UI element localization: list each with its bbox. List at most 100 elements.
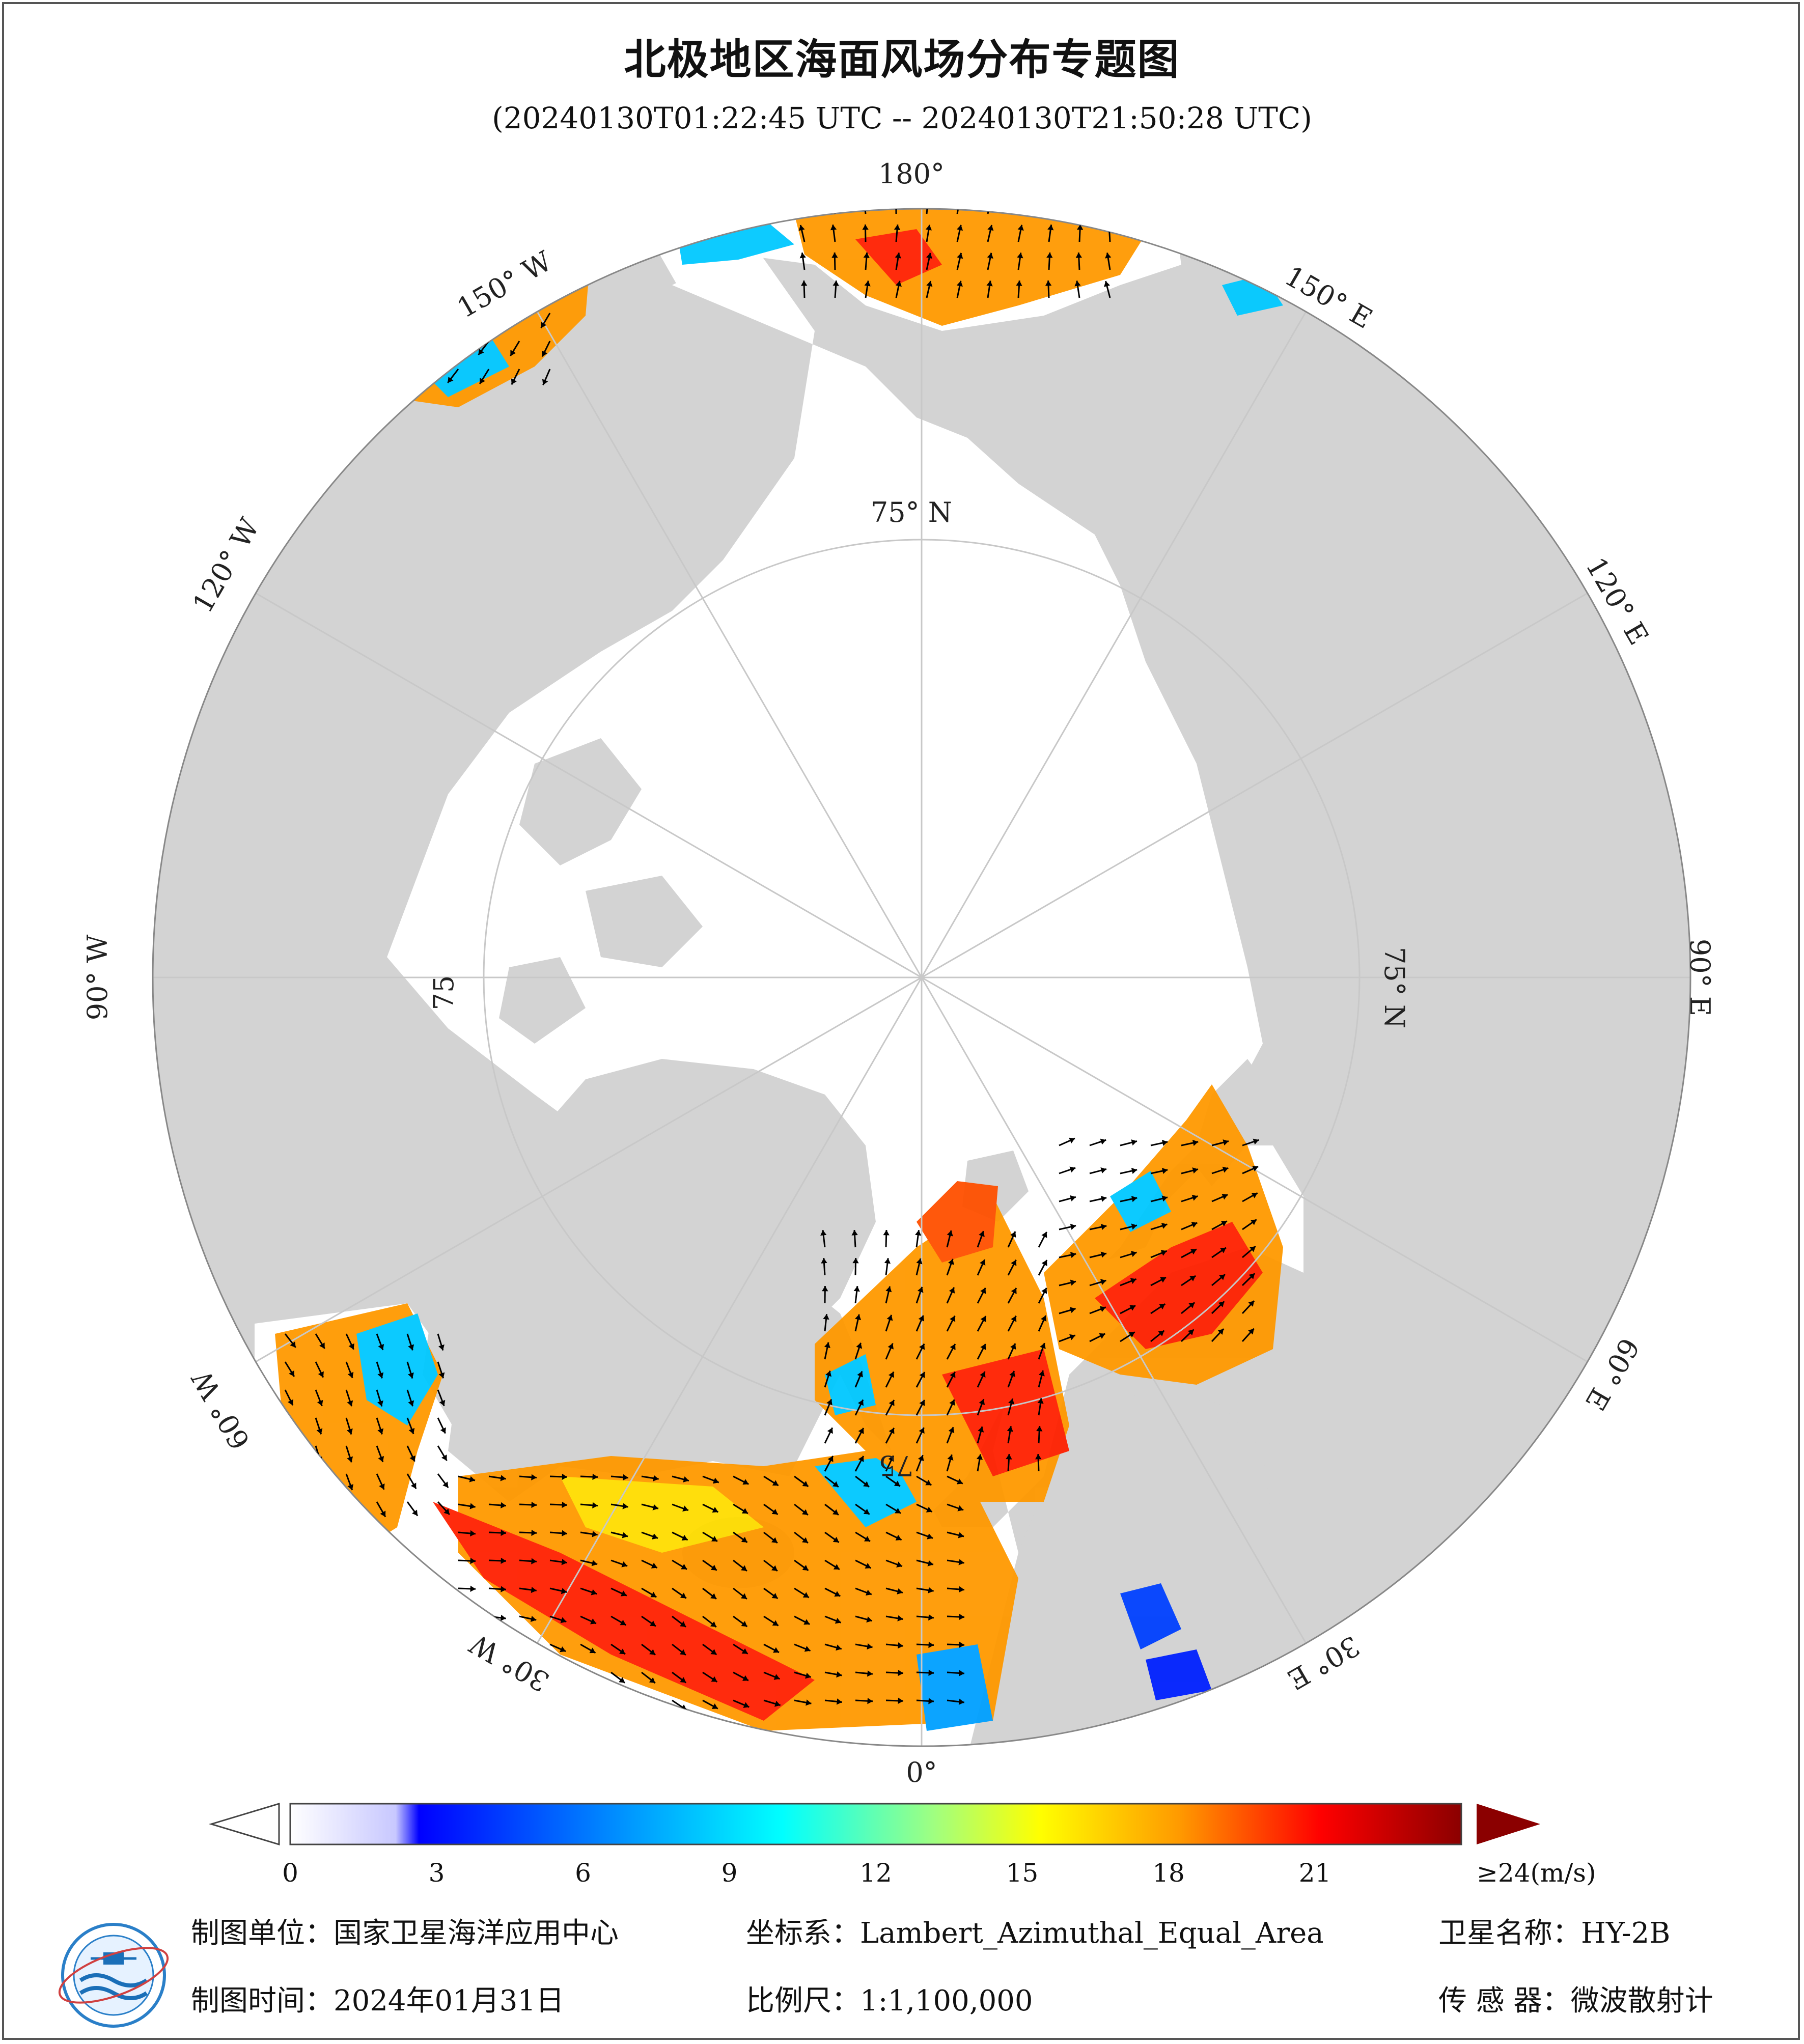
wind-arrow-head-71 <box>801 1509 808 1515</box>
wind-arrow-head-81 <box>592 1531 598 1537</box>
scandinavia <box>1018 1385 1273 1746</box>
wind-arrow-head-237 <box>857 1371 863 1378</box>
wind-arrow-head-313 <box>1159 1304 1165 1310</box>
wind-arrow-head-185 <box>649 1705 656 1711</box>
wind-arrow-head-390 <box>511 378 517 385</box>
wind-arrow-head-195 <box>958 1698 964 1705</box>
wind-arrow-head-7 <box>289 1370 294 1377</box>
wind-arrow-head-162 <box>469 1671 476 1678</box>
wind-arrow-head-13 <box>287 1399 294 1406</box>
wind-arrow-head-311 <box>1099 1306 1106 1312</box>
wind-arrow-head-63 <box>562 1501 567 1508</box>
scale-info: 比例尺：1:1,100,000 <box>746 1984 1033 2018</box>
wind-arrow-head-103 <box>741 1565 747 1571</box>
wind-arrow-head-99 <box>621 1561 628 1567</box>
wind-arrow-head-53 <box>772 1480 779 1486</box>
wind-arrow-head-42 <box>443 1508 450 1515</box>
wind-arrow-head-58 <box>925 1479 932 1486</box>
wind-arrow-head-310 <box>1070 1307 1076 1313</box>
wind-arrow-head-257 <box>978 1426 984 1433</box>
wind-arrow-head-159 <box>898 1642 903 1649</box>
wind-arrow-head-152 <box>679 1649 686 1655</box>
label-lon-180: 180° <box>878 158 945 190</box>
wind-arrow-head-176 <box>898 1669 903 1676</box>
wind-arrow-381 <box>446 340 459 354</box>
wind-arrow-head-93 <box>958 1532 964 1538</box>
wind-arrow-head-109 <box>927 1560 933 1566</box>
wind-arrow-head-337 <box>862 225 869 230</box>
wind-arrow-head-165 <box>559 1675 565 1682</box>
wind-arrow-head-329 <box>956 197 962 202</box>
wind-arrow-head-129 <box>500 1614 506 1621</box>
wind-arrow-head-41 <box>412 1509 418 1516</box>
wind-arrow-head-96 <box>531 1558 537 1564</box>
wind-arrow-head-28 <box>378 1456 384 1462</box>
wind-arrow-head-208 <box>948 1258 954 1265</box>
wind-arrow-head-325 <box>829 197 836 203</box>
wind-arrow-head-216 <box>949 1287 955 1294</box>
wind-arrow-head-47 <box>592 1473 598 1480</box>
wind-arrow-head-25 <box>286 1456 292 1463</box>
colorbar <box>208 1802 1540 1846</box>
wind-arrow-head-127 <box>959 1586 964 1593</box>
arctic-ocean <box>387 244 1263 1527</box>
wind-arrow-head-119 <box>710 1593 716 1599</box>
wind-arrow-head-108 <box>896 1561 902 1567</box>
wind-arrow-head-175 <box>867 1670 873 1677</box>
wind-arrow-head-366 <box>1074 281 1081 287</box>
wind-arrow-head-76 <box>957 1505 964 1511</box>
wind-arrow-head-24 <box>440 1427 446 1434</box>
wind-arrow-head-14 <box>317 1399 323 1406</box>
wind-arrow-head-111 <box>470 1585 476 1592</box>
wind-arrow-head-356 <box>1105 253 1112 259</box>
wind-arrow-head-29 <box>409 1455 415 1462</box>
wind-arrow-head-351 <box>957 253 963 259</box>
wind-arrow-head-246 <box>889 1399 895 1406</box>
wind-arrow-head-120 <box>740 1593 747 1599</box>
wind-arrow-385 <box>383 368 398 381</box>
wind-arrow-head-327 <box>893 197 899 202</box>
wind-arrow-head-333 <box>1078 197 1084 202</box>
wind-arrow-head-359 <box>864 281 871 287</box>
wind-arrow-head-357 <box>801 281 808 286</box>
wind-arrow-head-315 <box>1218 1301 1225 1307</box>
wind-arrow-head-33 <box>347 1484 354 1490</box>
wind-arrow-head-380 <box>383 345 390 351</box>
wind-arrow-head-106 <box>833 1564 840 1570</box>
wind-arrow-head-190 <box>806 1699 812 1706</box>
wind-arrow-head-248 <box>949 1399 955 1406</box>
wind-arrow-head-191 <box>836 1698 842 1705</box>
wind-arrow-head-118 <box>680 1592 686 1599</box>
wind-arrow-head-133 <box>620 1619 626 1626</box>
wind-arrow-head-40 <box>380 1510 386 1517</box>
wind-arrow-182 <box>580 1699 595 1712</box>
wind-arrow-head-57 <box>894 1480 900 1487</box>
wind-arrow-head-124 <box>865 1589 872 1596</box>
wind-arrow-head-374 <box>382 317 389 323</box>
coordinate-system-info: 坐标系：Lambert_Azimuthal_Equal_Area <box>746 1917 1324 1950</box>
wind-arrow-161 <box>458 1671 476 1677</box>
wind-arrow-head-46 <box>562 1473 567 1480</box>
wind-arrow-head-72 <box>832 1509 839 1515</box>
label-lat-75-left: 75 <box>428 975 460 1011</box>
wind-arrow-head-26 <box>316 1456 322 1463</box>
wind-arrow-head-65 <box>622 1503 628 1509</box>
wind-arrow-head-305 <box>1130 1278 1136 1284</box>
wind-arrow-head-4 <box>378 1343 384 1350</box>
wind-arrow-head-110 <box>958 1559 964 1565</box>
wind-arrow-head-104 <box>771 1565 778 1571</box>
wind-arrow-head-346 <box>799 253 806 259</box>
wind-arrow-344 <box>1108 224 1111 242</box>
colorbar-tick-18: 18 <box>1152 1858 1185 1888</box>
wind-arrow-head-184 <box>618 1705 625 1711</box>
wind-arrow-head-187 <box>711 1703 718 1709</box>
wind-arrow-head-288 <box>1251 1192 1258 1198</box>
wind-arrow-178 <box>458 1699 476 1706</box>
wind-arrow-head-45 <box>531 1474 537 1480</box>
wind-arrow-37 <box>315 1501 323 1519</box>
wind-arrow-184 <box>641 1699 656 1712</box>
wind-arrow-head-391 <box>542 379 548 385</box>
wind-arrow-head-150 <box>619 1648 626 1655</box>
wind-arrow-head-180 <box>498 1702 505 1708</box>
